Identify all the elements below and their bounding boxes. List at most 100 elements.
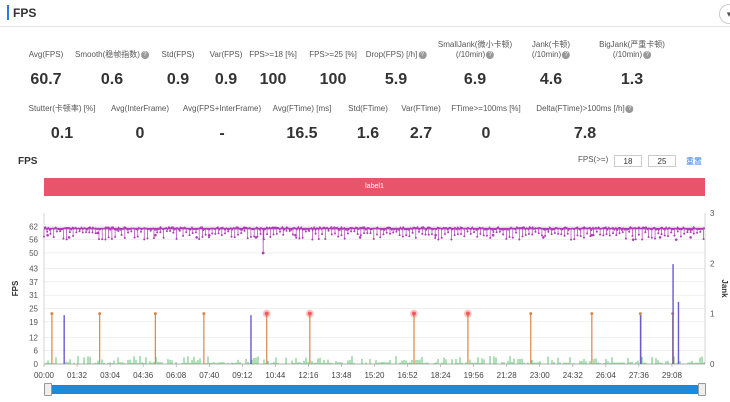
fps-point bbox=[75, 231, 78, 234]
fps-point bbox=[466, 230, 469, 233]
fps-point bbox=[650, 236, 653, 239]
fps-point bbox=[321, 233, 324, 236]
fps-point bbox=[489, 236, 492, 239]
fps-point bbox=[511, 236, 514, 239]
fps-point bbox=[227, 230, 230, 233]
fps-point bbox=[547, 230, 550, 233]
fps-point bbox=[117, 230, 120, 233]
fps-point bbox=[560, 233, 563, 236]
fps-point bbox=[683, 232, 686, 235]
fps-point bbox=[261, 251, 265, 255]
metrics-summary: Avg(FPS) 60.7 Smooth(稳帧指数)? 0.6 Std(FPS) 0.9 V… bbox=[0, 0, 730, 150]
jank-marker bbox=[638, 312, 642, 316]
fps-point bbox=[563, 234, 566, 237]
fps-point bbox=[424, 233, 427, 236]
x-tick-label: 04:36 bbox=[133, 371, 154, 380]
fps-point bbox=[476, 235, 479, 238]
metric-label: Avg(InterFrame) bbox=[111, 104, 169, 114]
fps-point bbox=[456, 233, 459, 236]
fps-point bbox=[353, 230, 356, 233]
metric-value: 5.9 bbox=[384, 71, 408, 88]
fps-point bbox=[434, 233, 437, 237]
help-icon[interactable]: ? bbox=[418, 50, 427, 59]
fps-point bbox=[492, 231, 495, 234]
fps-point bbox=[637, 233, 640, 236]
fps-point bbox=[482, 234, 485, 237]
jank-marker bbox=[590, 312, 594, 316]
fps-point bbox=[120, 234, 123, 237]
help-icon[interactable]: ? bbox=[643, 50, 652, 59]
y-tick-label: 0 bbox=[34, 360, 39, 369]
metric-value: 0.1 bbox=[50, 125, 74, 142]
fps-point bbox=[398, 234, 401, 237]
metric-label: Stutter(卡顿率) [%] bbox=[29, 104, 96, 114]
help-icon[interactable]: ? bbox=[140, 50, 149, 59]
fps-point bbox=[576, 234, 579, 237]
fps-point bbox=[104, 238, 107, 241]
metric-label: Delta(FTime)>100ms [/h]? bbox=[536, 104, 634, 114]
fps-point bbox=[94, 232, 97, 235]
scroll-handle-left[interactable] bbox=[44, 383, 52, 396]
x-tick-label: 21:28 bbox=[497, 371, 518, 380]
y-tick-label: 43 bbox=[29, 265, 38, 274]
help-icon[interactable]: ? bbox=[625, 104, 634, 113]
fps-point bbox=[279, 230, 282, 233]
x-tick-label: 13:48 bbox=[331, 371, 352, 380]
metric-value: 6.9 bbox=[463, 71, 487, 88]
y2-tick-label: 3 bbox=[710, 209, 715, 218]
fps-point bbox=[240, 232, 243, 235]
time-range-scrollbar[interactable] bbox=[44, 385, 706, 394]
fps-point bbox=[618, 232, 621, 235]
fps-point bbox=[96, 231, 100, 235]
fps-point bbox=[599, 233, 602, 236]
metric-value: 16.5 bbox=[286, 125, 318, 142]
fps-point bbox=[372, 237, 375, 240]
fps-point bbox=[605, 233, 608, 236]
fps-point bbox=[178, 229, 181, 232]
x-tick-label: 12:16 bbox=[298, 371, 319, 380]
fps-point bbox=[405, 234, 408, 237]
fps-point bbox=[201, 236, 204, 239]
fps-point bbox=[689, 231, 692, 234]
metric-label-text: Drop(FPS) [/h] bbox=[365, 50, 418, 59]
fps-threshold-input-1[interactable] bbox=[614, 155, 642, 167]
x-tick-label: 16:52 bbox=[398, 371, 419, 380]
fps-point bbox=[660, 233, 663, 236]
help-icon[interactable]: ? bbox=[562, 50, 571, 59]
fps-point bbox=[49, 232, 52, 235]
y-tick-label: 62 bbox=[29, 222, 38, 231]
fps-point bbox=[414, 236, 417, 239]
metric-label: FPS>=18 [%] bbox=[249, 50, 297, 60]
fps-point bbox=[152, 237, 155, 240]
fps-point bbox=[294, 233, 297, 237]
fps-point bbox=[388, 232, 391, 235]
scroll-handle-right[interactable] bbox=[698, 383, 706, 396]
help-icon[interactable]: ? bbox=[486, 50, 495, 59]
fps-point bbox=[298, 237, 301, 240]
fps-point bbox=[72, 234, 75, 237]
fps-point bbox=[175, 237, 178, 240]
fps-point bbox=[498, 230, 501, 233]
fps-point bbox=[243, 229, 246, 232]
reset-button[interactable]: 重置 bbox=[686, 157, 702, 166]
fps-point bbox=[43, 235, 45, 238]
fps-point bbox=[275, 232, 278, 235]
fps-threshold-input-2[interactable] bbox=[648, 155, 676, 167]
y2-tick-label: 0 bbox=[710, 360, 715, 369]
header-accent-bar bbox=[7, 5, 9, 20]
fps-point bbox=[188, 234, 191, 237]
fps-point bbox=[440, 236, 443, 239]
fps-point bbox=[557, 232, 560, 235]
fps-point bbox=[269, 235, 272, 238]
fps-point bbox=[123, 237, 126, 240]
fps-point bbox=[679, 235, 682, 238]
metric-label-text: FTime>=100ms [%] bbox=[451, 104, 521, 113]
fps-point bbox=[246, 237, 249, 240]
fps-point bbox=[324, 238, 327, 241]
fps-point bbox=[133, 236, 136, 239]
bigjank-marker bbox=[465, 311, 470, 316]
fps-point bbox=[358, 236, 362, 239]
fps-point bbox=[631, 238, 635, 241]
panel-title: FPS bbox=[13, 6, 37, 20]
